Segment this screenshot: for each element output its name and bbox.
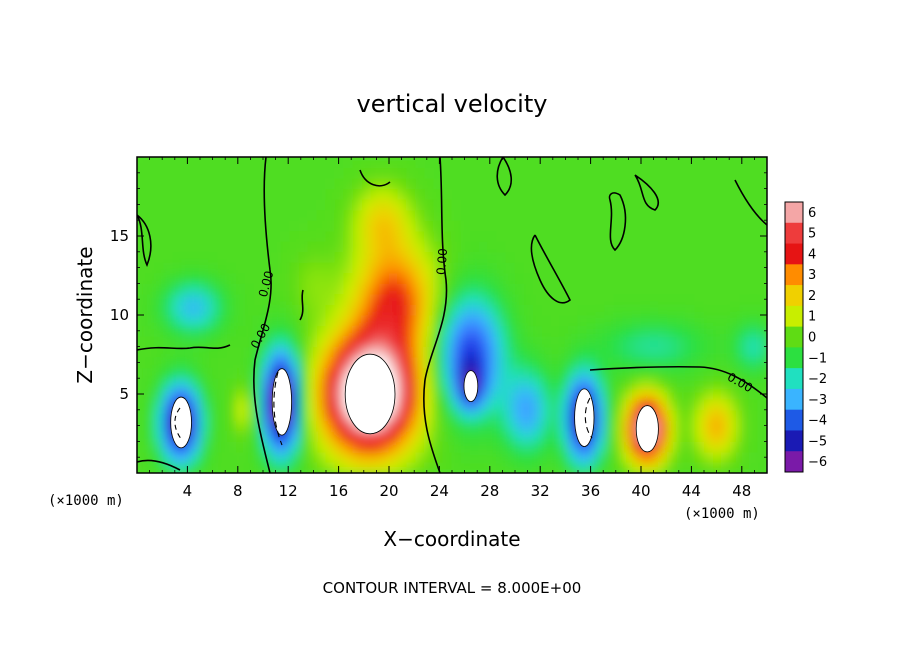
contour-line <box>359 169 391 187</box>
contour-line <box>608 192 627 252</box>
contour-line-negative <box>174 407 183 441</box>
x-tick-label: 40 <box>631 482 650 500</box>
colorbar-swatch <box>785 264 803 286</box>
contour-label: 0.00 <box>434 248 450 276</box>
colorbar-swatch <box>785 285 803 307</box>
colorbar-label: −3 <box>808 393 827 408</box>
contour-interval-note: CONTOUR INTERVAL = 8.000E+00 <box>323 579 582 597</box>
y-tick-label: 15 <box>110 227 129 245</box>
x-tick-label: 20 <box>379 482 398 500</box>
contour-line <box>299 289 304 321</box>
colorbar-label: 4 <box>808 247 816 262</box>
colorbar-swatch <box>785 222 803 244</box>
x-unit-right: (×1000 m) <box>684 506 760 522</box>
velocity-core <box>635 405 659 453</box>
contour-line <box>734 179 767 226</box>
colorbar-label: −1 <box>808 351 827 366</box>
colorbar-swatch <box>785 347 803 369</box>
x-tick-label: 48 <box>732 482 751 500</box>
x-tick-label: 12 <box>279 482 298 500</box>
colorbar-swatch <box>785 451 803 473</box>
y-axis: 5 10 15 <box>110 172 767 458</box>
contour-line <box>530 234 572 304</box>
contour-line-negative <box>584 397 593 439</box>
colorbar-label: 2 <box>808 289 816 304</box>
y-axis-label: Z−coordinate <box>73 246 97 383</box>
colorbar-swatch <box>785 202 803 224</box>
x-tick-label: 16 <box>329 482 348 500</box>
velocity-core <box>574 388 595 447</box>
colorbar-label: 0 <box>808 331 816 346</box>
y-tick-label: 10 <box>110 306 129 324</box>
contour-line <box>137 344 231 351</box>
contour-line <box>253 157 272 473</box>
colorbar: 6 5 4 3 2 1 0 −1 −2 −3 −4 −5 −6 <box>784 201 827 473</box>
velocity-core <box>344 353 396 435</box>
colorbar-label: −5 <box>808 434 827 449</box>
contour-lines <box>137 157 767 473</box>
colorbar-label: 1 <box>808 310 816 325</box>
colorbar-swatch <box>785 368 803 390</box>
x-tick-label: 32 <box>531 482 550 500</box>
colorbar-frame <box>784 201 804 473</box>
colorbar-label: −2 <box>808 372 827 387</box>
plot-area <box>136 156 768 474</box>
velocity-core <box>271 368 292 436</box>
velocity-core <box>463 370 479 403</box>
colorbar-label: −4 <box>808 414 827 429</box>
contour-line <box>496 157 512 197</box>
colorbar-label: 5 <box>808 227 816 242</box>
velocity-field <box>137 157 767 473</box>
x-tick-label: 28 <box>480 482 499 500</box>
colorbar-label: 3 <box>808 268 816 283</box>
x-tick-label: 44 <box>682 482 701 500</box>
x-tick-label: 4 <box>183 482 193 500</box>
x-axis: 4 8 12 16 20 24 28 32 36 40 44 48 <box>149 157 755 500</box>
colorbar-swatch <box>785 305 803 328</box>
x-unit-left: (×1000 m) <box>48 493 124 509</box>
contour-label: 0.00 <box>256 269 276 298</box>
contour-line <box>423 157 448 473</box>
x-axis-label: X−coordinate <box>383 527 520 551</box>
colorbar-swatch <box>785 243 803 265</box>
x-tick-label: 36 <box>581 482 600 500</box>
colorbar-swatch <box>785 409 803 431</box>
x-tick-label: 8 <box>233 482 243 500</box>
colorbar-label: −6 <box>808 455 827 470</box>
x-tick-label: 24 <box>430 482 449 500</box>
colorbar-swatch <box>785 326 803 348</box>
contour-line <box>589 365 767 399</box>
contour-line <box>634 174 659 211</box>
y-tick-label: 5 <box>119 385 129 403</box>
colorbar-label: 6 <box>808 206 816 221</box>
chart-title: vertical velocity <box>357 90 548 118</box>
contour-line <box>137 459 181 471</box>
colorbar-swatch <box>785 388 803 411</box>
colorbar-swatch <box>785 430 803 452</box>
velocity-core <box>170 396 192 449</box>
contour-line <box>137 214 152 268</box>
